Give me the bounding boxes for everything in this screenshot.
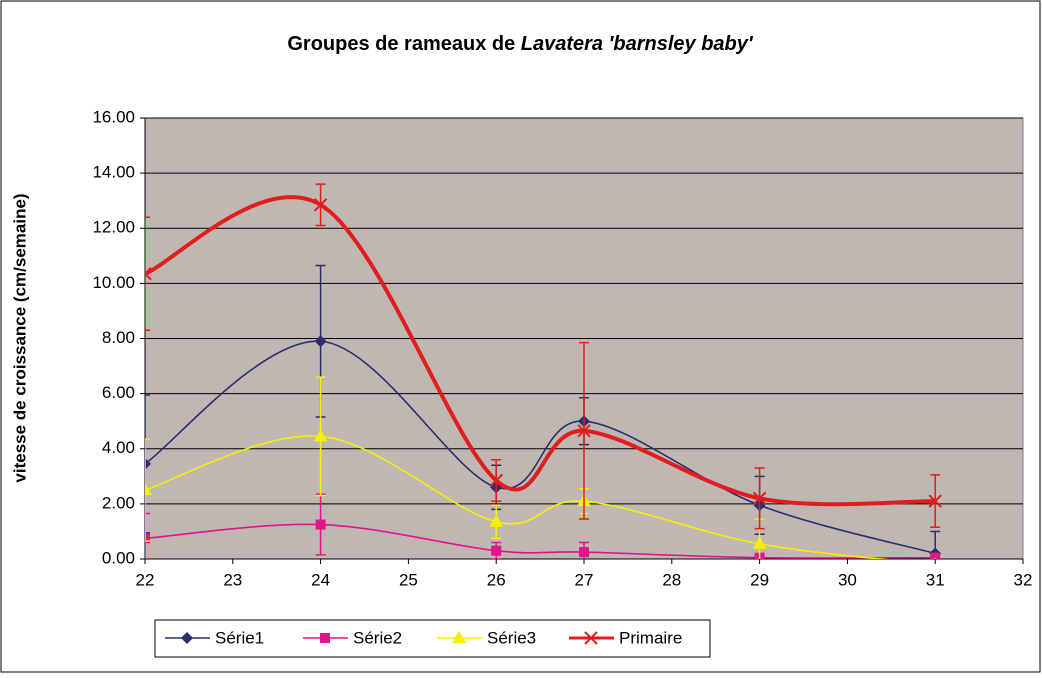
y-tick-label: 12.00 [92,218,135,237]
error-bar [145,216,150,331]
marker [579,547,589,558]
marker [313,429,328,442]
x-tick-label: 22 [136,570,155,589]
plot-content [145,183,942,559]
marker [145,267,152,281]
x-tick-label: 30 [838,570,857,589]
y-axis-label: vitesse de croissance (cm/semaine) [10,193,29,482]
marker [934,557,937,559]
y-tick-label: 6.00 [102,383,135,402]
y-tick-label: 4.00 [102,438,135,457]
x-tick-label: 31 [926,570,945,589]
marker [752,491,767,506]
series-line [145,523,936,559]
x-tick-label: 23 [223,570,242,589]
legend-marker [320,633,330,643]
legend-marker [452,631,466,643]
error-bar [145,394,150,534]
y-tick-label: 10.00 [92,273,135,292]
title-italic: Lavatera 'barnsley baby' [521,33,754,55]
marker [491,545,502,556]
marker [314,335,327,348]
x-tick-label: 26 [487,570,506,589]
marker [313,198,328,212]
legend-label: Série2 [353,628,402,647]
marker [489,514,504,527]
legend-marker [181,632,193,644]
error-bar [145,438,150,542]
marker [489,473,503,488]
x-tick-label: 24 [311,570,330,589]
marker [315,519,326,530]
x-tick-label: 25 [399,570,418,589]
y-tick-label: 0.00 [102,548,135,567]
y-tick-label: 14.00 [92,163,135,182]
legend-marker [584,631,598,645]
series-line [145,435,888,559]
y-tick-label: 8.00 [102,328,135,347]
legend [154,619,711,658]
marker [145,457,151,470]
legend-label: Primaire [619,628,682,647]
marker [145,483,152,496]
series-line [145,195,936,507]
title-text: Groupes de rameaux de [287,33,520,55]
marker [930,552,941,559]
y-tick-label: 2.00 [102,493,135,512]
x-tick-label: 29 [750,570,769,589]
x-tick-label: 32 [1014,570,1033,589]
marker [752,536,767,549]
legend-label: Série1 [215,628,264,647]
x-tick-label: 28 [662,570,681,589]
chart-title: Groupes de rameaux de Lavatera 'barnsley… [287,33,754,55]
marker [928,494,942,508]
x-tick-label: 27 [575,570,594,589]
error-bar [145,512,150,559]
legend-label: Série3 [487,628,536,647]
marker [577,424,591,438]
series-line [145,340,936,555]
y-tick-label: 16.00 [92,107,135,126]
marker [145,533,150,544]
